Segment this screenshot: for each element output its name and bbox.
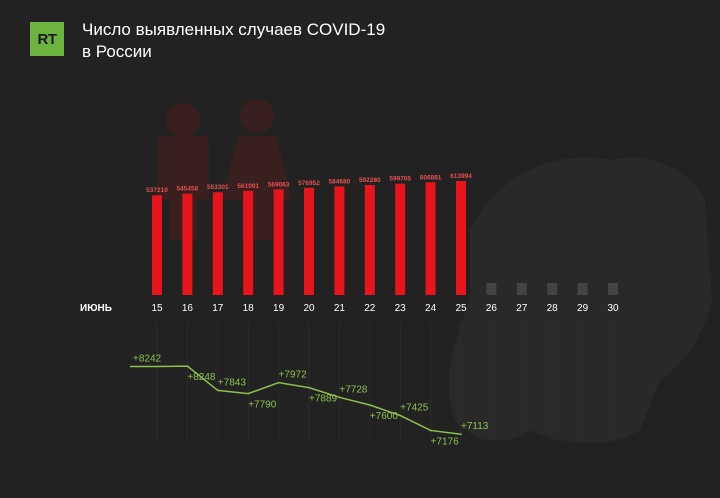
line-point-19 — [277, 381, 280, 384]
line-label-16: +8248 — [187, 372, 216, 383]
line-label-24: +7176 — [431, 436, 460, 447]
line-label-20: +7889 — [309, 394, 338, 405]
x-tick-29: 29 — [577, 303, 589, 314]
person-icon-2 — [240, 99, 274, 133]
daily-increase-line — [130, 365, 462, 435]
x-tick-15: 15 — [151, 303, 163, 314]
line-label-15: +8242 — [133, 353, 162, 364]
background-map — [448, 157, 712, 444]
line-label-21: +7728 — [339, 384, 368, 395]
x-tick-28: 28 — [547, 303, 559, 314]
bar-label-17: 553301 — [207, 184, 229, 191]
bar-label-19: 569063 — [268, 181, 290, 188]
bar-15 — [152, 195, 162, 295]
bar-22 — [364, 185, 375, 295]
bar-19 — [273, 189, 284, 295]
bar-24 — [425, 182, 436, 295]
x-tick-25: 25 — [455, 303, 467, 314]
line-point-17 — [217, 389, 219, 392]
person-body-icon — [157, 136, 209, 240]
bar-28 — [547, 283, 558, 295]
line-label-25: +7113 — [461, 421, 489, 432]
bar-label-18: 561091 — [237, 183, 259, 190]
x-tick-16: 16 — [182, 303, 194, 314]
rt-logo: RT — [30, 22, 64, 56]
bar-label-16: 545458 — [177, 186, 199, 193]
chart-title: Число выявленных случаев COVID-19 в Росс… — [82, 19, 385, 63]
x-tick-30: 30 — [607, 303, 619, 314]
bar-label-25: 613994 — [450, 173, 472, 180]
x-tick-20: 20 — [303, 303, 315, 314]
person-icon — [166, 103, 200, 137]
bar-label-20: 576952 — [298, 180, 320, 187]
bar-21 — [334, 186, 345, 295]
person-body-icon-2 — [222, 136, 292, 240]
x-tick-26: 26 — [486, 303, 498, 314]
bar-label-15: 537210 — [146, 187, 168, 194]
x-tick-17: 17 — [212, 303, 224, 314]
line-point-24 — [429, 429, 432, 432]
bar-25 — [456, 180, 466, 295]
bar-27 — [516, 283, 527, 295]
bar-label-22: 592280 — [359, 177, 381, 184]
line-point-23 — [399, 414, 402, 417]
line-point-22 — [369, 404, 371, 406]
people-silhouettes — [157, 99, 292, 240]
title-line-1: Число выявленных случаев COVID-19 — [82, 20, 386, 39]
line-series — [130, 365, 462, 436]
x-tick-21: 21 — [334, 303, 346, 314]
x-tick-27: 27 — [516, 303, 528, 314]
column-dividers — [156, 322, 614, 440]
line-label-18: +7790 — [248, 400, 277, 411]
line-point-25 — [460, 433, 462, 436]
bar-label-24: 606881 — [420, 174, 442, 181]
line-point-20 — [308, 386, 310, 389]
line-point-21 — [338, 396, 341, 399]
line-label-23: +7425 — [400, 403, 429, 414]
bar-16 — [182, 193, 193, 295]
bar-23 — [395, 183, 406, 295]
x-tick-23: 23 — [395, 303, 407, 314]
bar-17 — [212, 192, 223, 295]
x-axis-label: ИЮНЬ — [80, 303, 112, 314]
x-tick-18: 18 — [243, 303, 255, 314]
bar-30 — [608, 283, 618, 295]
line-label-22: +7600 — [370, 411, 399, 422]
x-tick-22: 22 — [364, 303, 376, 314]
bar-label-21: 584680 — [329, 178, 351, 185]
title-line-2: в России — [82, 42, 152, 61]
line-point-16 — [186, 365, 189, 367]
x-tick-labels: 15 16 17 18 19 20 21 22 23 24 25 26 27 28 29 30 — [151, 303, 619, 314]
line-point-15 — [156, 365, 158, 368]
line-label-19: +7972 — [279, 370, 308, 381]
bar-18 — [243, 190, 254, 295]
bar-20 — [304, 187, 314, 295]
line-label-17: +7843 — [218, 377, 247, 388]
x-tick-24: 24 — [425, 303, 437, 314]
bar-series — [152, 180, 618, 295]
line-value-labels: +8242 +8248 +7843 +7790 +7972 +7889+7728 +7600… — [133, 353, 489, 447]
bar-value-labels: 537210 545458 553301 561091 569063 576952 5846… — [146, 173, 472, 194]
bar-26 — [486, 283, 497, 295]
line-point-18 — [247, 392, 249, 395]
bar-label-23: 599705 — [389, 176, 411, 183]
bar-29 — [577, 283, 588, 295]
x-tick-19: 19 — [273, 303, 285, 314]
